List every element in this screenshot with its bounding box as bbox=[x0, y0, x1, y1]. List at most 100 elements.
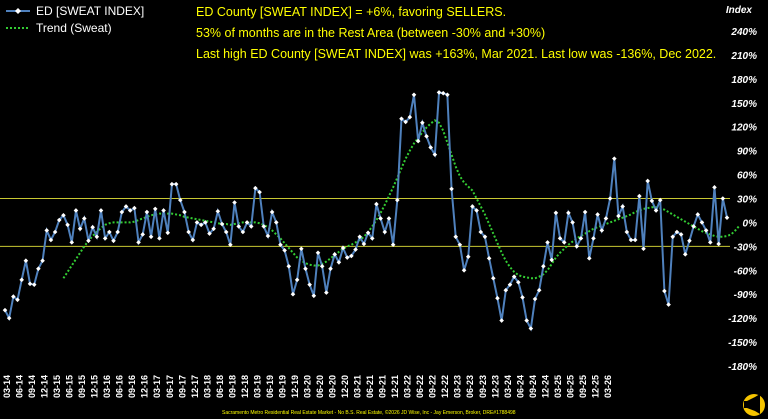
sweat-index-point bbox=[157, 236, 162, 241]
sweat-index-point bbox=[65, 222, 70, 228]
sweat-index-point bbox=[190, 237, 196, 243]
sweat-index-point bbox=[645, 178, 651, 184]
annotations: ED County [SWEAT INDEX] = +6%, favoring … bbox=[196, 5, 716, 61]
x-tick-label: 09-20 bbox=[328, 375, 338, 398]
x-tick-label: 09-19 bbox=[277, 375, 287, 398]
sweat-index-point bbox=[253, 185, 258, 191]
sweat-index-point bbox=[319, 263, 325, 269]
sweat-index-point bbox=[152, 206, 158, 212]
sweat-index-point bbox=[69, 240, 75, 245]
sweat-index-point bbox=[177, 197, 183, 203]
sweat-index-point bbox=[424, 133, 429, 139]
sweat-index-point bbox=[52, 229, 58, 235]
sweat-index-point bbox=[411, 92, 417, 98]
x-tick-label: 06-18 bbox=[215, 375, 225, 398]
sweat-index-point bbox=[340, 245, 346, 251]
sweat-index-point bbox=[148, 234, 154, 240]
legend-entry-trend: Trend (Sweat) bbox=[36, 21, 112, 35]
sweat-index-point bbox=[77, 226, 83, 232]
sweat-index-point bbox=[453, 234, 459, 240]
sweat-index-point bbox=[499, 318, 504, 323]
sweat-index-point bbox=[203, 220, 208, 225]
x-tick-label: 09-25 bbox=[578, 375, 588, 398]
x-tick-label: 09-16 bbox=[127, 375, 137, 398]
sweat-index-point bbox=[724, 215, 730, 220]
sweat-index-point bbox=[136, 240, 141, 245]
y-tick-label: -30% bbox=[734, 242, 757, 253]
x-tick-label: 12-20 bbox=[340, 375, 350, 398]
x-tick-label: 03-23 bbox=[453, 375, 463, 398]
sweat-index-point bbox=[265, 233, 271, 239]
sweat-index-point bbox=[662, 288, 667, 294]
sweat-index-point bbox=[482, 234, 488, 240]
sweat-index-point bbox=[186, 229, 191, 235]
sweat-index-point bbox=[449, 186, 454, 192]
y-tick-label: 150% bbox=[731, 99, 757, 110]
sweat-index-point bbox=[19, 277, 24, 283]
sweat-index-point bbox=[215, 208, 221, 214]
x-tick-label: 09-17 bbox=[177, 375, 187, 398]
sweat-index-point bbox=[365, 230, 371, 236]
sweat-index-point bbox=[445, 92, 450, 98]
sweat-index-point bbox=[549, 257, 555, 263]
y-axis-title: Index bbox=[726, 5, 753, 16]
x-tick-label: 09-22 bbox=[428, 375, 438, 398]
sweat-index-point bbox=[290, 291, 296, 297]
sweat-index-point bbox=[465, 254, 471, 260]
sweat-index-point bbox=[140, 232, 146, 237]
y-tick-label: -120% bbox=[728, 314, 757, 325]
x-tick-label: 06-15 bbox=[65, 375, 75, 398]
sweat-index-point bbox=[599, 228, 605, 233]
sweat-index-point bbox=[657, 197, 663, 203]
sweat-index-point bbox=[211, 226, 216, 232]
x-tick-label: 12-15 bbox=[90, 375, 100, 398]
y-tick-label: 60% bbox=[737, 171, 757, 182]
sweat-index-point bbox=[624, 229, 630, 235]
sweat-index-point bbox=[440, 90, 446, 96]
trend-series bbox=[62, 119, 741, 280]
sweat-index-point bbox=[511, 274, 517, 279]
annotation-high-low: Last high ED County [SWEAT INDEX] was +1… bbox=[196, 47, 716, 61]
sweat-index-point bbox=[223, 229, 229, 235]
sweat-index-point bbox=[307, 282, 312, 287]
legend-marker-index bbox=[15, 8, 21, 14]
sweat-index-point bbox=[240, 229, 246, 235]
sweat-index-point bbox=[102, 236, 108, 241]
sweat-index-point bbox=[369, 236, 375, 241]
sweat-index-point bbox=[207, 231, 212, 236]
sweat-index-point bbox=[553, 210, 559, 216]
sweat-index-point bbox=[182, 209, 187, 215]
x-tick-label: 09-15 bbox=[77, 375, 87, 398]
sweat-index-point bbox=[432, 152, 438, 157]
sweat-index-point bbox=[61, 212, 66, 218]
sweat-index-point bbox=[703, 228, 709, 233]
sweat-index-point bbox=[557, 236, 563, 241]
sweat-index-point bbox=[115, 229, 120, 235]
bullhorn-logo-icon bbox=[741, 392, 767, 418]
sweat-index-point bbox=[620, 204, 625, 209]
x-tick-label: 03-25 bbox=[553, 375, 563, 398]
x-tick-label: 03-22 bbox=[403, 375, 413, 398]
sweat-index-point bbox=[344, 255, 350, 260]
sweat-index-point bbox=[257, 189, 262, 195]
sweat-index-point bbox=[44, 228, 50, 233]
sweat-index-point bbox=[582, 209, 588, 215]
sweat-index-point bbox=[541, 263, 546, 269]
sweat-index-point bbox=[23, 258, 29, 264]
sweat-index-point bbox=[261, 224, 267, 229]
sweat-index-point bbox=[36, 266, 41, 271]
sweat-index-point bbox=[678, 232, 684, 237]
sweat-index-point bbox=[278, 242, 283, 248]
sweat-index-point bbox=[90, 224, 95, 230]
x-tick-label: 06-24 bbox=[515, 375, 525, 398]
x-tick-label: 06-20 bbox=[315, 375, 325, 398]
sweat-index-point bbox=[637, 193, 642, 199]
x-tick-label: 12-25 bbox=[590, 375, 600, 398]
legend: ED [SWEAT INDEX] Trend (Sweat) bbox=[6, 4, 144, 35]
sweat-index-point bbox=[528, 326, 534, 331]
x-tick-label: 12-22 bbox=[440, 375, 450, 398]
sweat-index-point bbox=[682, 252, 688, 257]
sweat-index-point bbox=[486, 256, 492, 261]
